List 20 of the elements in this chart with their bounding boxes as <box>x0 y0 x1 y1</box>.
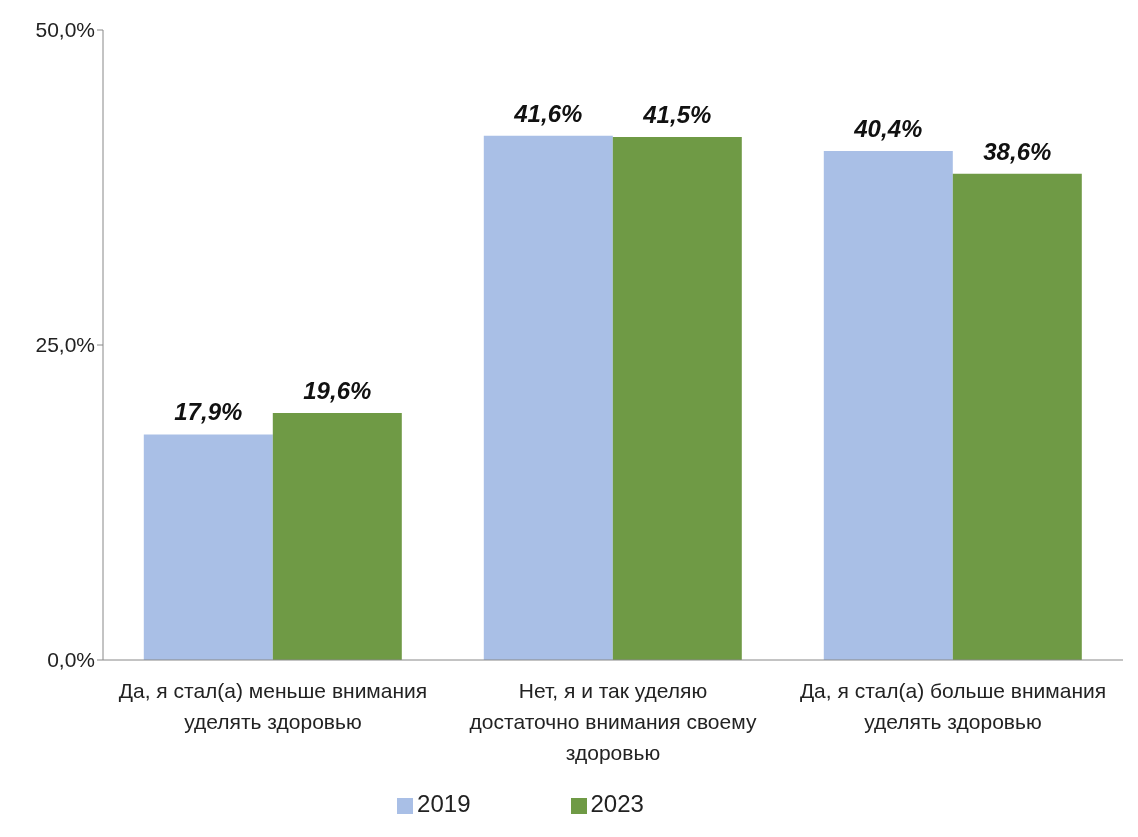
y-tick-label: 50,0% <box>35 18 95 42</box>
bar <box>612 137 742 660</box>
data-label: 40,4% <box>853 114 923 142</box>
legend-label: 2019 <box>417 790 471 817</box>
x-tick-label: Да, я стал(а) меньше внимания уделять здоровью <box>118 679 428 733</box>
x-tick-label: Нет, я и так уделяю достаточно внимания своему здоровью <box>469 679 757 764</box>
x-tick-label: Да, я стал(а) больше внимания уделять здоровью <box>799 679 1107 733</box>
y-tick-label: 25,0% <box>35 333 95 357</box>
bar <box>823 150 953 660</box>
data-label: 38,6% <box>983 137 1052 165</box>
y-tick-label: 0,0% <box>47 648 95 672</box>
data-label: 41,5% <box>642 101 712 129</box>
bar <box>272 413 402 660</box>
bar <box>143 434 273 660</box>
data-label: 41,6% <box>513 99 583 127</box>
bar <box>952 173 1082 660</box>
data-label: 17,9% <box>174 398 243 426</box>
data-label: 19,6% <box>303 377 372 405</box>
legend-label: 2023 <box>590 790 644 817</box>
bar <box>483 135 613 660</box>
